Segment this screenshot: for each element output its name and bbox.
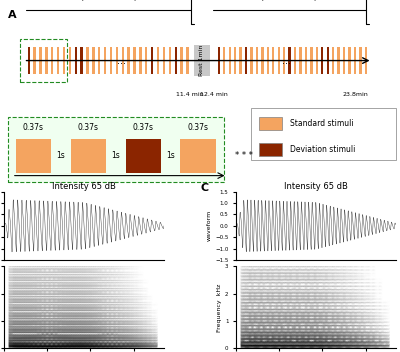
Bar [365,47,367,74]
Text: Standard stimuli: Standard stimuli [290,119,354,128]
Bar [267,47,269,74]
Bar [332,47,334,74]
Y-axis label: waveform: waveform [207,210,212,241]
Bar [256,47,258,74]
Bar [116,47,118,74]
Text: 0.37s: 0.37s [23,123,44,132]
Bar [348,47,351,74]
Bar [139,47,142,74]
Bar [278,47,280,74]
Bar [259,117,282,130]
Text: 1s: 1s [56,151,65,161]
Text: 0.37s: 0.37s [133,123,154,132]
Text: Oddball 500 stimuli
(100 deviants): Oddball 500 stimuli (100 deviants) [252,0,327,2]
Bar [169,47,171,74]
Bar [228,47,231,74]
Text: Rest 1min: Rest 1min [200,45,204,76]
Text: ...: ... [282,56,291,65]
Text: 0.37s: 0.37s [188,123,208,132]
Bar [28,47,30,74]
Bar [261,47,264,74]
Bar [305,47,307,74]
Text: * * *: * * * [235,151,253,161]
Bar [354,47,356,74]
Title: Intensity 65 dB: Intensity 65 dB [284,182,348,191]
Bar [122,47,124,74]
Bar [310,47,312,74]
Text: 12.4 min: 12.4 min [200,92,228,97]
Bar [343,47,345,74]
Bar [80,47,83,74]
Bar [34,47,36,74]
Bar [240,47,242,74]
Bar [299,47,302,74]
Text: C: C [201,183,209,193]
Bar [16,139,51,172]
Bar [151,47,153,74]
Bar [288,47,291,74]
Bar [133,47,136,74]
Bar [8,117,224,182]
Bar [92,47,94,74]
Text: A: A [8,10,16,20]
Bar [63,47,65,74]
Bar [245,47,247,74]
Bar [180,139,216,172]
Bar [294,47,296,74]
Bar [283,47,285,74]
Bar [39,47,42,74]
Bar [218,47,220,74]
Text: Oddball 500 stimuli
(100 deviants): Oddball 500 stimuli (100 deviants) [71,0,146,2]
Bar [163,47,165,74]
Bar [272,47,274,74]
Bar [51,47,53,74]
Bar [194,45,210,76]
Bar [326,47,329,74]
Bar [316,47,318,74]
Bar [71,139,106,172]
Bar [174,47,177,74]
Bar [223,47,226,74]
Text: 1s: 1s [111,151,120,161]
Bar [145,47,148,74]
Text: ...: ... [117,56,126,65]
Title: Intensity 65 dB: Intensity 65 dB [52,182,116,191]
Text: 1s: 1s [166,151,175,161]
Bar [359,47,362,74]
Bar [321,47,324,74]
Bar [110,47,112,74]
Text: 23.8min: 23.8min [343,92,368,97]
Y-axis label: Frequency  kHz: Frequency kHz [217,283,222,332]
Bar [104,47,106,74]
Bar [98,47,100,74]
Bar [20,39,67,82]
Bar [338,47,340,74]
Bar [57,47,59,74]
Text: 11.4 min: 11.4 min [176,92,204,97]
Bar [180,47,183,74]
Bar [69,47,71,74]
Bar [128,47,130,74]
Bar [86,47,89,74]
Bar [157,47,159,74]
Bar [74,47,77,74]
Text: 0.37s: 0.37s [78,123,99,132]
Text: Deviation stimuli: Deviation stimuli [290,145,356,154]
Bar [126,139,161,172]
Bar [234,47,236,74]
Bar [251,108,396,160]
Bar [250,47,253,74]
Bar [186,47,189,74]
Bar [259,143,282,156]
Bar [45,47,48,74]
